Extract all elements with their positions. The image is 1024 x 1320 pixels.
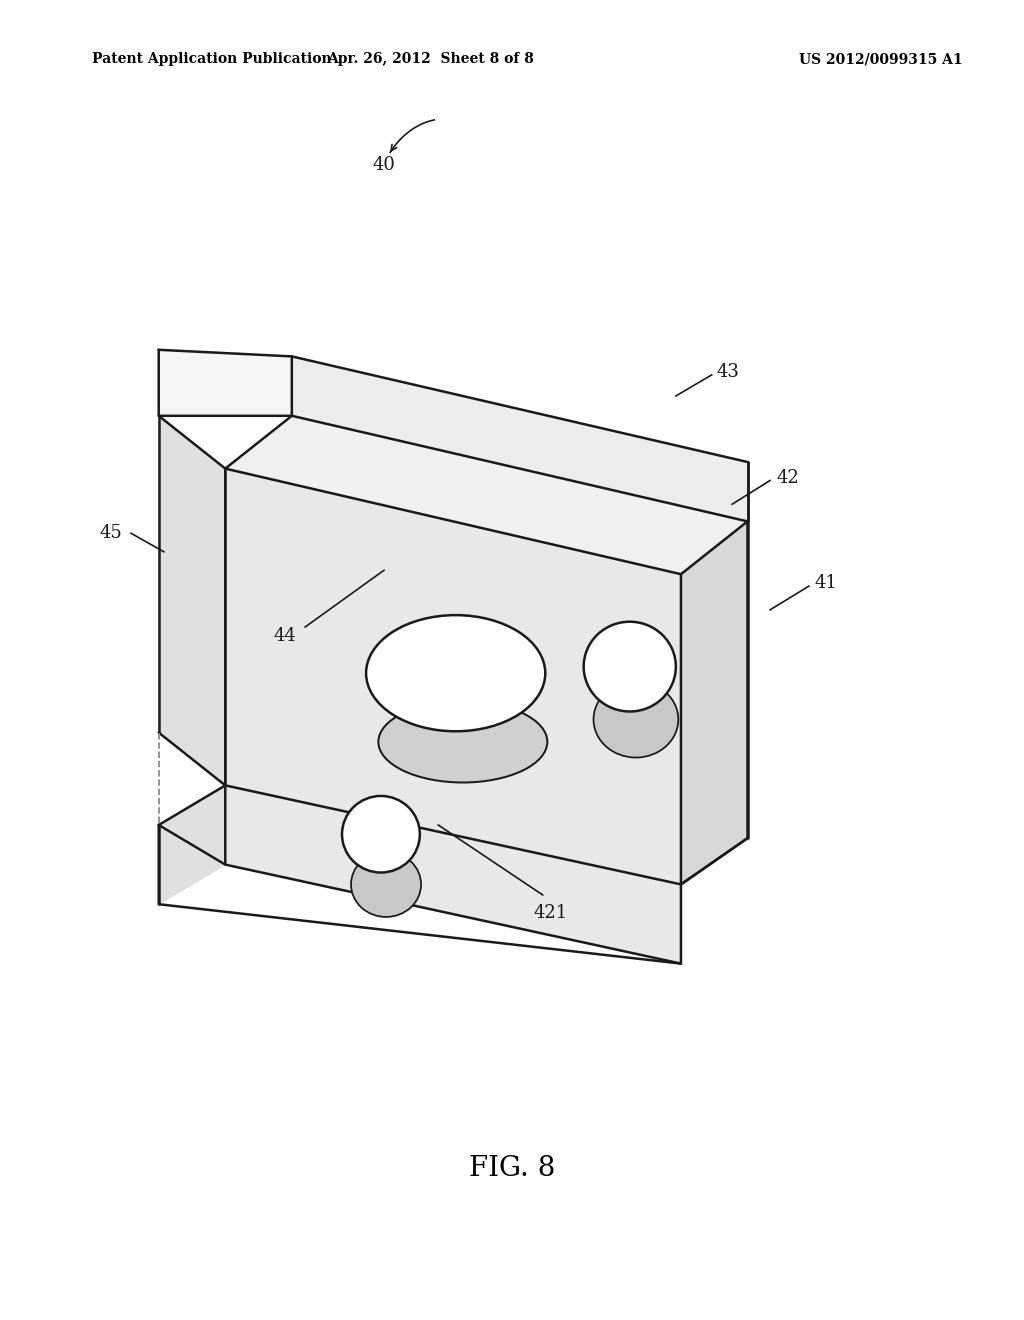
Text: 421: 421 <box>534 904 568 923</box>
Text: Apr. 26, 2012  Sheet 8 of 8: Apr. 26, 2012 Sheet 8 of 8 <box>327 53 534 66</box>
Polygon shape <box>159 416 225 785</box>
Text: US 2012/0099315 A1: US 2012/0099315 A1 <box>799 53 963 66</box>
Text: 43: 43 <box>717 363 739 381</box>
Polygon shape <box>225 785 681 884</box>
Polygon shape <box>292 356 748 521</box>
Ellipse shape <box>351 851 421 917</box>
Text: 41: 41 <box>814 574 837 593</box>
Ellipse shape <box>367 615 545 731</box>
Polygon shape <box>225 785 681 964</box>
Polygon shape <box>159 350 292 416</box>
Text: Patent Application Publication: Patent Application Publication <box>92 53 332 66</box>
Text: 44: 44 <box>273 627 296 645</box>
Polygon shape <box>225 469 681 884</box>
Ellipse shape <box>584 622 676 711</box>
Polygon shape <box>225 416 748 574</box>
Ellipse shape <box>379 701 547 783</box>
Text: 42: 42 <box>776 469 799 487</box>
Ellipse shape <box>342 796 420 873</box>
Ellipse shape <box>594 681 678 758</box>
Polygon shape <box>159 785 225 904</box>
Text: FIG. 8: FIG. 8 <box>469 1155 555 1181</box>
Text: 45: 45 <box>99 524 122 543</box>
Polygon shape <box>681 521 748 884</box>
Text: 40: 40 <box>373 156 395 174</box>
